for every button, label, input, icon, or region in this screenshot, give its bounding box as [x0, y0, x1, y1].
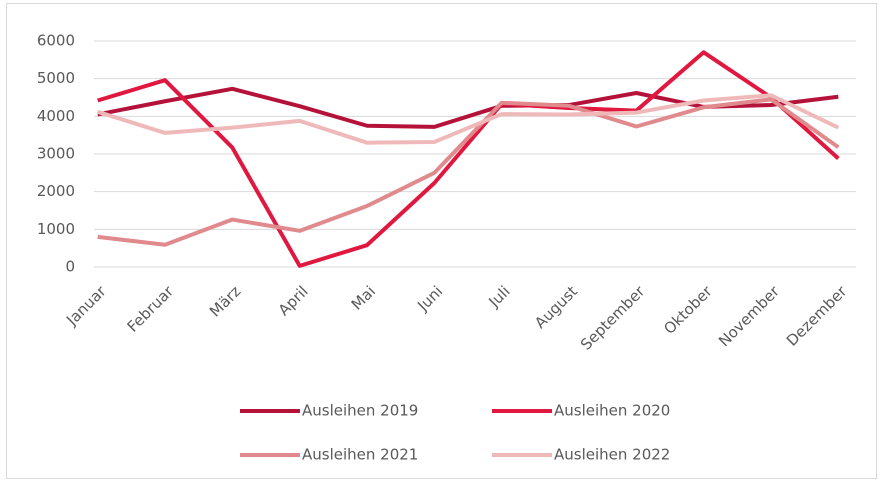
y-tick-label: 0 — [65, 258, 75, 276]
y-tick-label: 1000 — [37, 220, 75, 238]
line-series — [97, 93, 840, 145]
legend-label: Ausleihen 2020 — [554, 402, 670, 420]
legend-label: Ausleihen 2021 — [302, 446, 418, 464]
legend-label: Ausleihen 2019 — [302, 402, 418, 420]
line-series — [97, 50, 840, 268]
y-tick-label: 6000 — [37, 32, 75, 50]
y-tick-label: 3000 — [37, 145, 75, 163]
line-series — [97, 97, 840, 247]
y-tick-label: 4000 — [37, 107, 75, 125]
y-tick-label: 5000 — [37, 69, 75, 87]
y-tick-label: 2000 — [37, 182, 75, 200]
legend-label: Ausleihen 2022 — [554, 446, 670, 464]
